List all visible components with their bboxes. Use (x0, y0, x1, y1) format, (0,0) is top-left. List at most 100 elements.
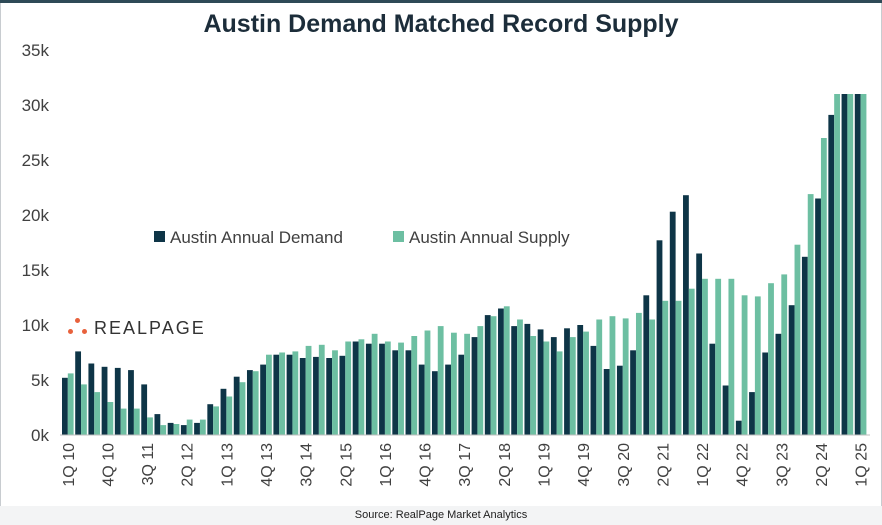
demand-bar (775, 333, 782, 435)
y-tick-label: 15k (22, 261, 50, 280)
supply-bar (252, 371, 259, 435)
demand-bar (246, 370, 253, 435)
demand-bar (854, 94, 861, 435)
demand-bar (88, 363, 95, 435)
demand-bar (75, 351, 82, 435)
demand-bar (498, 308, 504, 435)
supply-bar (173, 424, 180, 435)
supply-bar (569, 337, 576, 435)
demand-bar (801, 256, 808, 435)
demand-bar (365, 343, 372, 435)
x-axis-ticks: 1Q 10 4Q 10 3Q 11 2Q 12 1Q 13 4Q 13 3Q 14 2Q 15… (61, 443, 871, 487)
supply-bar (688, 288, 695, 435)
supply-bar (332, 350, 338, 435)
x-tick-label: 2Q 15 (338, 443, 355, 487)
x-tick-label: 2Q 18 (497, 443, 514, 487)
x-tick-label: 4Q 16 (418, 443, 435, 487)
x-tick-label: 1Q 16 (378, 443, 395, 487)
demand-bar (286, 354, 293, 435)
demand-bar (669, 211, 676, 435)
y-tick-label: 35k (22, 41, 50, 60)
x-tick-label: 3Q 17 (457, 443, 474, 487)
demand-bar (458, 354, 465, 435)
demand-bar (326, 358, 333, 435)
x-tick-label: 2Q 21 (655, 443, 672, 487)
supply-bar (94, 392, 101, 435)
supply-bar (371, 333, 378, 435)
demand-bar (577, 325, 584, 435)
demand-bar (194, 422, 200, 435)
demand-bar (643, 295, 650, 435)
supply-bar (754, 296, 761, 435)
supply-bar (213, 406, 219, 435)
supply-bar (147, 417, 153, 435)
supply-bar (133, 408, 140, 435)
supply-bar (318, 344, 325, 435)
demand-bar (339, 355, 346, 435)
demand-bar (352, 341, 359, 435)
demand-bar (405, 350, 412, 435)
supply-bar (556, 351, 563, 435)
demand-bar (114, 367, 121, 435)
top-accent-bar (0, 0, 882, 3)
supply-bar (226, 396, 233, 435)
legend-label: Austin Annual Demand (170, 228, 343, 247)
demand-bar (484, 315, 491, 435)
demand-bar (233, 376, 240, 435)
supply-bar (345, 341, 352, 435)
footer: Source: RealPage Market Analytics (0, 506, 882, 525)
x-tick-label: 4Q 22 (735, 443, 752, 487)
supply-bar (67, 373, 74, 435)
demand-bar (735, 420, 742, 435)
supply-bar (543, 341, 550, 435)
x-tick-label: 3Q 11 (140, 443, 157, 486)
chart-svg: 0k 5k 10k 15k 20k 25k 30k 35k 1Q 10 4Q 10 3Q 11 2Q… (22, 41, 871, 487)
supply-bar (424, 330, 431, 435)
demand-bar (656, 240, 663, 435)
demand-bar (815, 198, 821, 435)
demand-bar (722, 385, 729, 435)
realpage-logo-icon (66, 316, 90, 340)
supply-bar (807, 194, 814, 435)
demand-bar (630, 350, 636, 435)
y-tick-label: 30k (22, 96, 50, 115)
demand-bar (62, 377, 68, 435)
demand-bar (603, 369, 610, 435)
supply-bar (398, 342, 404, 435)
demand-bar (128, 370, 134, 435)
supply-bar (107, 402, 114, 435)
demand-bar (564, 328, 570, 435)
supply-bar (728, 278, 735, 435)
demand-bar (220, 388, 227, 435)
supply-bar (450, 332, 457, 435)
demand-bar (683, 195, 689, 435)
demand-bar (590, 345, 597, 435)
chart-title: Austin Demand Matched Record Supply (203, 10, 679, 38)
y-tick-label: 5k (31, 371, 49, 390)
x-tick-label: 1Q 10 (61, 443, 78, 487)
supply-bar (266, 354, 272, 435)
x-tick-label: 1Q 25 (854, 443, 871, 487)
x-tick-label: 2Q 12 (180, 443, 197, 487)
legend-label: Austin Annual Supply (409, 228, 570, 247)
demand-bar (696, 253, 703, 435)
supply-bar (583, 331, 589, 435)
supply-bar (741, 295, 748, 435)
demand-bar (299, 358, 306, 435)
legend: Austin Annual Demand Austin Annual Supply (154, 228, 570, 247)
demand-bar (841, 94, 848, 435)
x-tick-label: 3Q 23 (774, 443, 791, 487)
supply-bar (715, 278, 722, 435)
x-tick-label: 3Q 14 (299, 443, 316, 487)
x-tick-label: 1Q 22 (695, 443, 712, 487)
x-tick-label: 3Q 20 (616, 443, 633, 487)
demand-bar (828, 114, 835, 436)
x-tick-label: 1Q 13 (219, 443, 236, 487)
y-tick-label: 25k (22, 151, 50, 170)
supply-bar (292, 351, 299, 435)
demand-bar (550, 337, 557, 435)
supply-bar (120, 408, 127, 435)
bars (62, 94, 867, 436)
supply-bar (503, 306, 510, 435)
